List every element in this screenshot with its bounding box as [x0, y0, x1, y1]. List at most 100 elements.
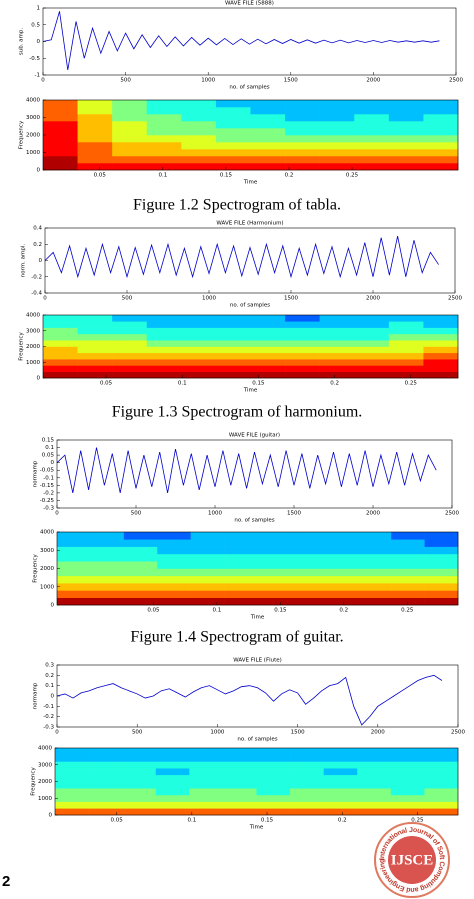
- x-tick-label: 1500: [284, 296, 298, 302]
- x-axis-label: no. of samples: [230, 303, 270, 309]
- figure-panel: 0.05 0.1 0.15 0.2 0.25 0 1000 2000 3000 4000 Time F…: [19, 98, 459, 186]
- y-tick-label: 0: [37, 39, 41, 45]
- spectrogram-cell: [222, 801, 257, 809]
- spectrogram-cell: [354, 321, 390, 328]
- spectrogram-cell: [146, 156, 182, 164]
- spectrogram-cell: [424, 590, 459, 598]
- x-tick-label: 0.25: [411, 818, 424, 824]
- spectrogram-cell: [357, 553, 392, 562]
- spectrogram-cell: [122, 748, 157, 755]
- spectrogram-cell: [290, 575, 325, 584]
- spectrogram-cell: [354, 359, 390, 366]
- spectrogram-cell: [388, 359, 424, 366]
- spectrogram-cell: [354, 327, 390, 335]
- spectrogram-cell: [357, 568, 392, 577]
- spectrogram-cell: [285, 321, 320, 328]
- spectrogram-cell: [357, 788, 392, 796]
- spectrogram-cell: [250, 321, 286, 328]
- spectrogram-cell: [250, 371, 286, 379]
- spectrogram-cell: [319, 315, 355, 322]
- spectrogram-cell: [224, 575, 258, 584]
- spectrogram-cell: [181, 142, 217, 150]
- spectrogram-cell: [354, 107, 390, 115]
- spectrogram-cell: [57, 539, 91, 547]
- spectrogram-cell: [155, 754, 190, 762]
- figure-panel: 0.05 0.1 0.15 0.2 0.25 0 1000 2000 3000 4000 Time F…: [33, 530, 459, 621]
- spectrogram-cell: [357, 761, 392, 769]
- spectrogram-cell: [285, 371, 320, 379]
- x-tick-label: 500: [131, 511, 142, 517]
- spectrogram-cell: [77, 163, 113, 171]
- spectrogram-cell: [189, 794, 224, 802]
- spectrogram-cell: [354, 142, 390, 150]
- spectrogram-cell: [357, 754, 392, 762]
- x-tick-label: 2500: [451, 730, 465, 736]
- spectrogram-cell: [222, 768, 257, 776]
- spectrogram-cell: [224, 568, 258, 577]
- spectrogram-cell: [424, 539, 459, 547]
- spectrogram-cell: [155, 781, 190, 789]
- spectrogram-cell: [88, 801, 123, 809]
- spectrogram-cell: [319, 142, 355, 150]
- y-tick-label: 0.05: [42, 453, 55, 459]
- x-tick-label: 0.15: [220, 173, 233, 179]
- spectrogram-cell: [43, 107, 78, 115]
- spectrogram-cell: [146, 107, 182, 115]
- spectrogram-cell: [324, 561, 359, 569]
- spectrogram-cell: [77, 107, 113, 115]
- x-tick-label: 1500: [284, 78, 298, 84]
- spectrogram-cell: [257, 568, 292, 577]
- spectrogram-cell: [256, 794, 291, 802]
- spectrogram-cell: [290, 801, 324, 809]
- spectrogram-cell: [390, 801, 425, 809]
- spectrogram-cell: [290, 532, 325, 540]
- figure-panel: 0 500 1000 1500 2000 2500 -1 -0.5 0 0.5 1 WAVE FILE…: [19, 1, 464, 91]
- spectrogram-cell: [390, 774, 425, 782]
- spectrogram-cell: [55, 761, 89, 769]
- spectrogram-cell: [354, 371, 390, 379]
- spectrogram-cell: [250, 135, 286, 143]
- waveform: [56, 447, 437, 493]
- spectrogram-cell: [77, 121, 113, 129]
- x-tick-label: 0.1: [158, 173, 167, 179]
- x-tick-label: 0.1: [213, 608, 222, 614]
- spectrogram-cell: [224, 561, 258, 569]
- spectrogram-cell: [423, 327, 459, 335]
- spectrogram-cell: [285, 114, 320, 122]
- spectrogram-cell: [55, 748, 89, 755]
- y-axis-label: Frequency: [19, 332, 25, 361]
- spectrogram-cell: [181, 149, 217, 157]
- spectrogram-cell: [250, 114, 286, 122]
- spectrogram-cell: [122, 794, 157, 802]
- spectrogram-cell: [391, 590, 425, 598]
- spectrogram-cell: [256, 801, 291, 809]
- spectrogram-cell: [123, 561, 158, 569]
- spectrogram-cell: [424, 754, 459, 762]
- spectrogram-cell: [354, 121, 390, 129]
- chart-title: WAVE FILE (Harmonium): [216, 221, 283, 227]
- spectrogram-cell: [257, 575, 292, 584]
- spectrogram-cell: [354, 149, 390, 157]
- spectrogram-cell: [146, 142, 182, 150]
- spectrogram-cell: [90, 575, 125, 584]
- spectrogram-cell: [257, 532, 292, 540]
- spectrogram-cell: [77, 100, 113, 108]
- spectrogram-cell: [112, 156, 148, 164]
- spectrogram-cell: [424, 575, 459, 584]
- figure-caption: Figure 1.2 Spectrogram of tabla.: [133, 197, 341, 214]
- spectrogram-cell: [55, 801, 89, 809]
- spectrogram-cell: [354, 352, 390, 360]
- spectrogram-cell: [323, 808, 358, 816]
- x-axis-label: no. of samples: [237, 737, 277, 743]
- spectrogram-cell: [146, 121, 182, 129]
- spectrogram-cell: [215, 128, 251, 136]
- spectrogram-cell: [423, 121, 459, 129]
- spectrogram-cell: [391, 539, 425, 547]
- spectrogram-cell: [90, 553, 125, 562]
- spectrogram-cell: [88, 761, 123, 769]
- y-axis-label: Frequency: [31, 767, 37, 796]
- y-axis-label: Frequency: [19, 120, 25, 149]
- figure-panel: 0 500 1000 1500 2000 2500 -0.4 -0.2 0 0.2 0.4 WAVE …: [21, 221, 463, 309]
- y-axis-label: normamp: [33, 460, 39, 487]
- spectrogram-cell: [388, 315, 424, 322]
